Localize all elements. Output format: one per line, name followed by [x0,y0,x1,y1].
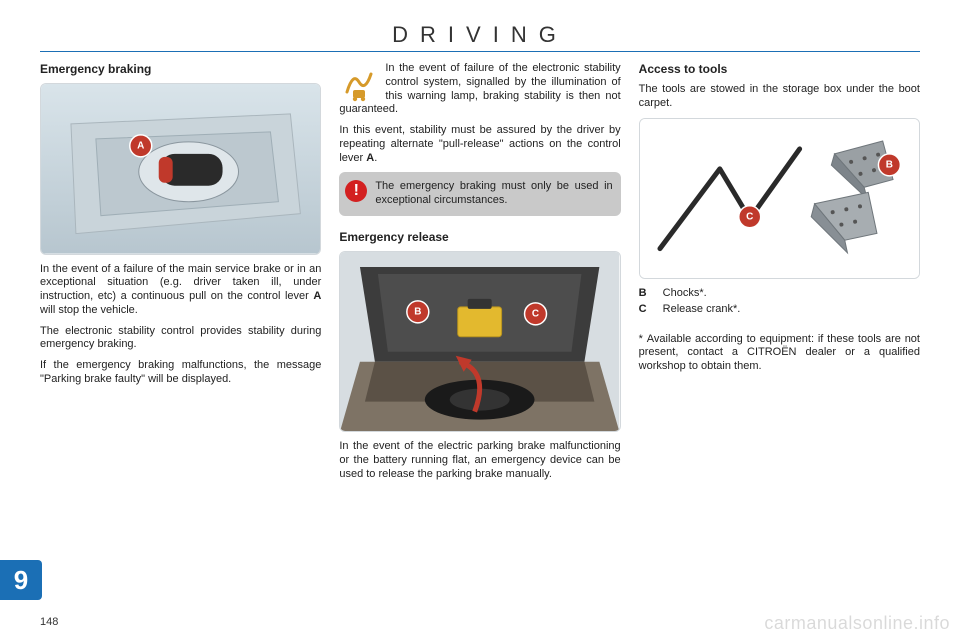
tool-list-item-b: B Chocks*. [639,287,920,301]
content-columns: Emergency braking [40,62,920,489]
col1-p1-bold: A [313,290,321,302]
tool-text-b: Chocks*. [663,287,707,301]
marker-c-label: C [532,308,539,319]
col2-p2-bold: A [366,152,374,164]
chapter-tab: 9 [0,560,42,600]
column-right: Access to tools The tools are stowed in … [639,62,920,489]
watermark: carmanualsonline.info [764,613,950,634]
col1-para-2: The electronic stability control provide… [40,325,321,353]
col3-intro: The tools are stowed in the storage box … [639,83,920,111]
col1-para-3: If the emergency braking malfunctions, t… [40,359,321,387]
tool-label-b: B [639,287,653,301]
exclamation-icon: ! [345,180,367,202]
col2-intro-text: In the event of failure of the electroni… [339,62,620,115]
esc-warning-icon [339,62,379,102]
figure-parking-brake-lever: A [40,83,321,255]
title-rule [40,51,920,52]
tool-list-item-c: C Release crank*. [639,303,920,317]
subhead-access-tools: Access to tools [639,62,920,77]
column-middle: In the event of failure of the electroni… [339,62,620,489]
tools-marker-c: C [746,211,753,222]
tools-footnote: * Available according to equipment: if t… [639,333,920,374]
col2-p2-a: In this event, stability must be assured… [339,124,620,164]
tool-label-c: C [639,303,653,317]
page-title: DRIVING [40,22,920,48]
footnote-text: Available according to equipment: if the… [639,333,920,373]
figure-boot-release: B C [339,251,620,433]
tools-marker-b: B [885,159,892,170]
page-number: 148 [40,616,58,628]
col2-intro: In the event of failure of the electroni… [339,62,620,117]
column-left: Emergency braking [40,62,321,489]
col2-p2-b: . [374,152,377,164]
marker-b-label: B [415,306,422,317]
col1-para-1: In the event of a failure of the main se… [40,263,321,318]
figure-tools: C B [639,118,920,280]
subhead-emergency-release: Emergency release [339,230,620,245]
warning-emergency-braking: ! The emergency braking must only be use… [339,172,620,216]
marker-a-label: A [137,140,144,151]
manual-page: DRIVING Emergency braking [0,0,960,640]
col1-p1-b: will stop the vehicle. [40,304,138,316]
col2-para-3: In the event of the electric parking bra… [339,440,620,481]
col1-p1-a: In the event of a failure of the main se… [40,263,321,303]
subhead-emergency-braking: Emergency braking [40,62,321,77]
warning-text: The emergency braking must only be used … [375,180,612,206]
tool-text-c: Release crank*. [663,303,741,317]
col2-para-2: In this event, stability must be assured… [339,124,620,165]
